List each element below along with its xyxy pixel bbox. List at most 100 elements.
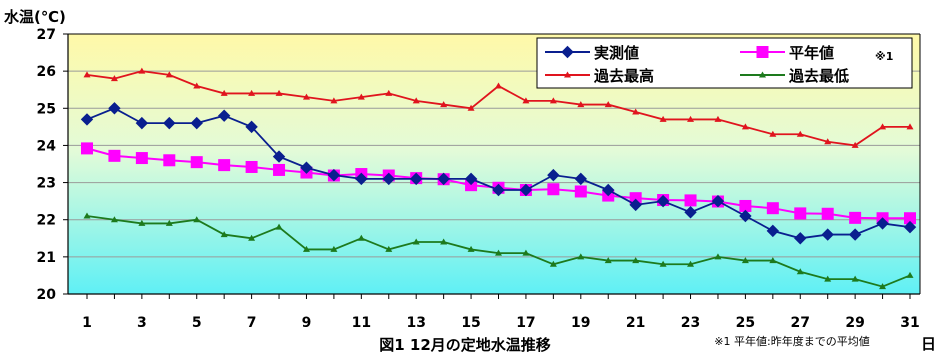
x-tick-label: 1 xyxy=(82,315,92,331)
data-point xyxy=(794,207,807,220)
series-lines xyxy=(80,67,917,290)
x-tick-label: 17 xyxy=(516,315,535,331)
data-point xyxy=(330,97,338,104)
data-point xyxy=(879,283,887,290)
x-tick-label: 25 xyxy=(736,315,755,331)
data-point xyxy=(193,216,201,223)
data-point xyxy=(632,257,640,264)
legend-item: 実測値 xyxy=(545,44,639,62)
data-point xyxy=(412,238,420,245)
data-point xyxy=(437,172,450,186)
data-point xyxy=(440,101,448,108)
data-point xyxy=(245,160,258,173)
data-point xyxy=(687,115,695,122)
data-point xyxy=(165,71,173,78)
data-point xyxy=(220,89,228,96)
data-point xyxy=(794,232,807,245)
data-point xyxy=(766,224,780,238)
data-point xyxy=(495,249,502,256)
data-point xyxy=(849,211,862,224)
data-point xyxy=(302,93,310,100)
data-point xyxy=(302,245,310,252)
data-point xyxy=(629,198,642,212)
data-point xyxy=(273,163,286,176)
data-point xyxy=(81,142,93,155)
data-point xyxy=(83,212,91,219)
y-tick-label: 21 xyxy=(37,250,56,266)
data-point xyxy=(357,234,365,241)
data-point xyxy=(80,113,94,126)
data-point xyxy=(687,260,695,267)
x-tick-label: 3 xyxy=(137,315,147,331)
data-point xyxy=(547,168,560,182)
x-tick-label: 9 xyxy=(302,315,312,331)
x-axis-title: 日 xyxy=(921,335,936,353)
data-point xyxy=(821,207,834,220)
footnote: ※1 平年値:昨年度までの平均値 xyxy=(714,334,869,348)
data-point xyxy=(245,120,258,134)
x-tick-label: 5 xyxy=(192,315,202,331)
data-point xyxy=(741,123,749,130)
data-point xyxy=(522,249,530,256)
y-tick-label: 24 xyxy=(37,138,57,154)
data-point xyxy=(766,202,779,215)
data-point xyxy=(741,257,749,264)
legend-label: 過去最高 xyxy=(593,67,654,85)
series-4 xyxy=(83,212,914,290)
legend: 実測値 平年値 ※1 過去最高 過去最低 xyxy=(536,37,913,89)
y-tick-label: 23 xyxy=(37,176,56,192)
data-point xyxy=(739,199,752,212)
data-point xyxy=(659,115,667,122)
data-point xyxy=(574,185,587,198)
data-point xyxy=(629,192,642,205)
data-point xyxy=(796,130,804,137)
data-point xyxy=(577,253,585,260)
legend-marker xyxy=(561,45,574,59)
data-point xyxy=(327,168,341,182)
data-point xyxy=(138,219,146,226)
legend-marker xyxy=(564,71,571,78)
data-point xyxy=(824,138,832,145)
legend-marker xyxy=(756,46,769,58)
data-point xyxy=(495,82,502,89)
legend-item: 平年値 ※1 xyxy=(740,44,893,63)
data-point xyxy=(385,245,393,252)
legend-superscript: ※1 xyxy=(875,50,893,63)
x-tick-label: 11 xyxy=(352,315,371,331)
data-point xyxy=(848,228,862,241)
data-point xyxy=(300,161,313,174)
data-point xyxy=(656,194,670,208)
data-point xyxy=(409,172,423,186)
data-point xyxy=(272,150,286,163)
data-point xyxy=(876,217,889,230)
data-point xyxy=(769,257,777,264)
x-tick-label: 19 xyxy=(571,315,590,331)
x-tick-label: 31 xyxy=(900,315,919,331)
data-point xyxy=(906,271,914,278)
data-point xyxy=(355,172,368,186)
data-point xyxy=(190,156,203,169)
x-tick-label: 13 xyxy=(406,315,425,331)
data-point xyxy=(684,206,697,219)
data-point xyxy=(412,97,420,104)
data-point xyxy=(549,260,557,267)
data-point xyxy=(465,179,478,192)
data-point xyxy=(522,97,530,104)
data-point xyxy=(163,116,176,130)
y-tick-label: 27 xyxy=(37,27,56,43)
data-point xyxy=(796,268,804,275)
data-point xyxy=(684,194,697,207)
x-tick-label: 29 xyxy=(845,315,864,331)
data-point xyxy=(275,223,283,230)
y-tick-label: 20 xyxy=(37,287,57,303)
data-point xyxy=(135,152,148,165)
data-point xyxy=(218,159,231,172)
data-point xyxy=(275,89,283,96)
data-point xyxy=(851,141,859,148)
x-tick-label: 23 xyxy=(681,315,700,331)
data-point xyxy=(492,183,505,197)
data-point xyxy=(519,183,533,197)
data-point xyxy=(769,130,777,137)
legend-label: 平年値 xyxy=(789,44,834,62)
